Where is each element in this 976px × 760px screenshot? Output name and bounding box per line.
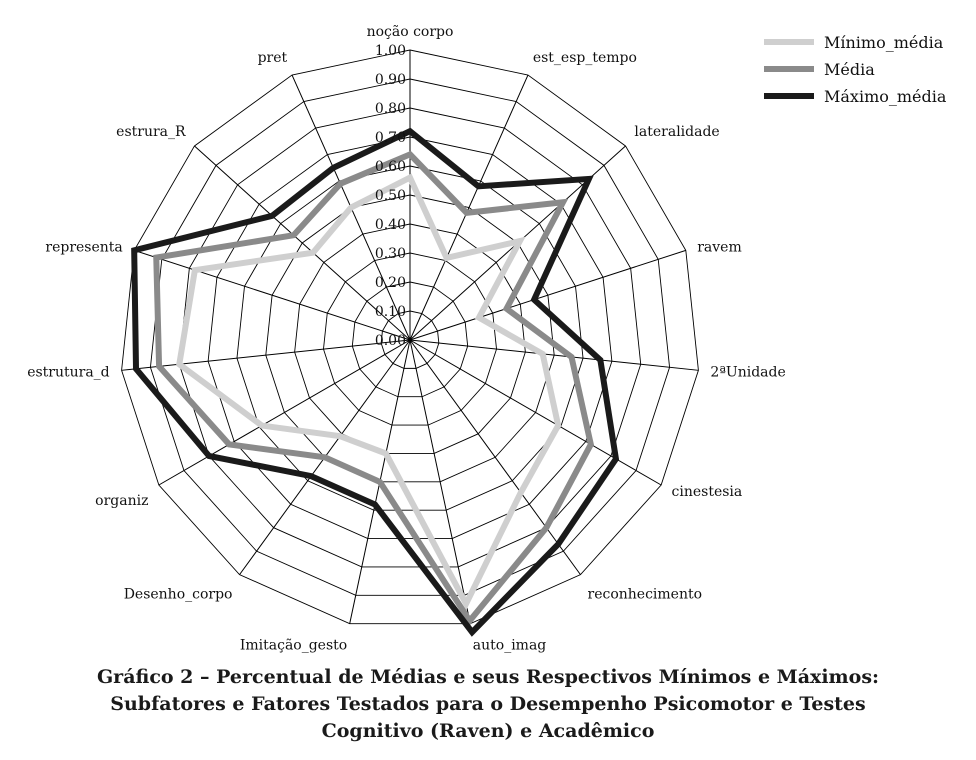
grid-ring bbox=[149, 78, 671, 596]
grid-ring bbox=[207, 136, 613, 540]
axis-label: Desenho_corpo bbox=[124, 586, 233, 602]
axis-label: representa bbox=[45, 240, 122, 256]
series-line-3 bbox=[131, 127, 620, 637]
legend-entry: Mínimo_média bbox=[824, 33, 944, 52]
series-line-1 bbox=[176, 173, 562, 611]
tick-label: 0.90 bbox=[375, 72, 406, 88]
chart-caption: Gráfico 2 – Percentual de Médias e seus … bbox=[0, 664, 976, 745]
grid-ring bbox=[294, 223, 526, 454]
axis-label: 2ªUnidade bbox=[710, 365, 785, 381]
grid-ring bbox=[121, 49, 699, 625]
radial-tick-labels: 0.00 0.10 0.20 0.30 0.40 0.50 0.60 0.70 0.80 0.90… bbox=[375, 43, 406, 349]
grid-spoke bbox=[409, 339, 471, 624]
grid-ring bbox=[323, 252, 497, 426]
grid-spoke bbox=[409, 74, 529, 341]
axis-label: noção corpo bbox=[367, 24, 454, 40]
axis-label: est_esp_tempo bbox=[533, 50, 637, 66]
tick-label: 0.10 bbox=[375, 304, 406, 320]
legend: Mínimo_média Média Máximo_média bbox=[764, 33, 947, 106]
axis-label: lateralidade bbox=[634, 124, 719, 140]
grid-spoke bbox=[409, 339, 581, 575]
tick-label: 0.80 bbox=[375, 101, 406, 117]
legend-entry: Média bbox=[824, 60, 875, 79]
axis-label: reconhecimento bbox=[588, 586, 703, 602]
axis-labels: noção corpo est_esp_tempo lateralidade rave… bbox=[27, 24, 786, 653]
axis-label: pret bbox=[258, 50, 288, 66]
grid-spoke bbox=[121, 339, 411, 371]
tick-label: 0.40 bbox=[375, 217, 406, 233]
grid-spoke bbox=[409, 249, 686, 341]
axis-label: estrura_R bbox=[116, 124, 186, 140]
series-line-2 bbox=[153, 150, 594, 626]
caption-line-1: Gráfico 2 – Percentual de Médias e seus … bbox=[96, 666, 880, 688]
grid-spoke bbox=[409, 339, 699, 371]
tick-label: 0.30 bbox=[375, 246, 406, 262]
axis-label: auto_imag bbox=[473, 637, 547, 653]
grid-ring bbox=[380, 310, 440, 369]
axis-label: estrutura_d bbox=[27, 365, 109, 381]
grid-spoke bbox=[194, 145, 411, 341]
radar-series bbox=[131, 127, 620, 637]
axis-label: organiz bbox=[95, 493, 148, 509]
legend-entry: Máximo_média bbox=[824, 87, 947, 106]
tick-label: 0.60 bbox=[375, 159, 406, 175]
grid-spoke bbox=[134, 249, 411, 341]
axis-label: ravem bbox=[697, 240, 742, 256]
tick-label: 0.70 bbox=[375, 130, 406, 146]
tick-label: 0.50 bbox=[375, 188, 406, 204]
grid-spoke bbox=[409, 339, 662, 486]
axis-label: Imitação_gesto bbox=[240, 637, 347, 653]
tick-label: 0.20 bbox=[375, 275, 406, 291]
grid-ring bbox=[351, 281, 469, 398]
radar-grid bbox=[121, 49, 699, 625]
axis-label: cinestesia bbox=[672, 484, 743, 500]
radar-chart: 0.00 0.10 0.20 0.30 0.40 0.50 0.60 0.70 0.80 0.90… bbox=[27, 24, 947, 653]
caption-line-2: Subfatores e Fatores Testados para o Des… bbox=[110, 693, 866, 715]
grid-ring bbox=[178, 107, 642, 568]
grid-ring bbox=[265, 194, 555, 483]
tick-label: 0.00 bbox=[375, 333, 406, 349]
tick-label: 1.00 bbox=[375, 43, 406, 59]
caption-line-3: Cognitivo (Raven) e Acadêmico bbox=[321, 720, 655, 742]
grid-spoke bbox=[158, 339, 411, 486]
